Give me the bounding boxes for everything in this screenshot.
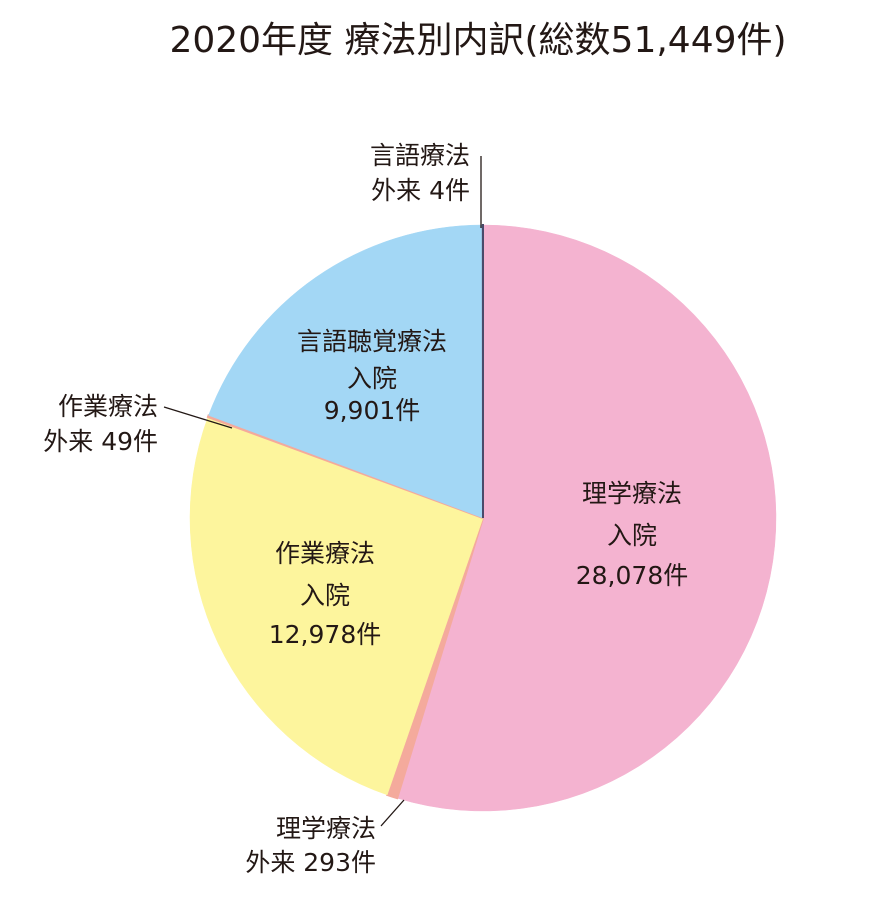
slice-label-line: 外来 4件 [371, 176, 470, 205]
slice-label-line: 外来 49件 [43, 427, 158, 456]
slice-label: 入院 [300, 581, 350, 610]
slice-label: 外来 [245, 848, 295, 877]
slice-label: 外来 [371, 176, 421, 205]
slice-label: 理学療法 [276, 814, 376, 843]
slice-label-line: 外来 293件 [245, 848, 376, 877]
slice-label: 外来 [43, 427, 93, 456]
slice-label: 理学療法 [582, 479, 682, 508]
value-label: 4件 [429, 176, 470, 205]
slice-label: 作業療法 [58, 392, 158, 421]
value-label: 9,901件 [324, 396, 421, 425]
slice-label: 入院 [607, 521, 657, 550]
value-label: 12,978件 [269, 620, 381, 649]
slice-label: 作業療法 [275, 539, 375, 568]
value-label: 49件 [101, 427, 158, 456]
value-label: 28,078件 [576, 561, 688, 590]
chart-title: 2020年度 療法別内訳(総数51,449件) [169, 20, 786, 61]
value-label: 293件 [303, 848, 376, 877]
slice-label: 言語療法 [370, 141, 470, 170]
leader-line [381, 800, 404, 826]
slice-label: 入院 [347, 364, 397, 393]
slice-label: 言語聴覚療法 [297, 327, 447, 356]
